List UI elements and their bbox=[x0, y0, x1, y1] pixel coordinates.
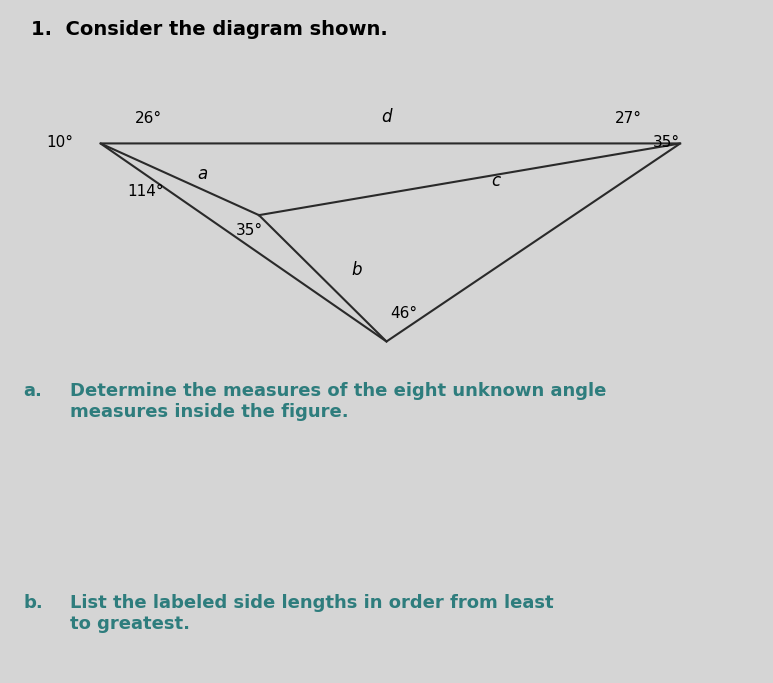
Text: 114°: 114° bbox=[128, 184, 164, 199]
Text: d: d bbox=[381, 109, 392, 126]
Text: a: a bbox=[197, 165, 207, 183]
Text: Determine the measures of the eight unknown angle
measures inside the figure.: Determine the measures of the eight unkn… bbox=[70, 382, 606, 421]
Text: 46°: 46° bbox=[390, 306, 417, 321]
Text: c: c bbox=[491, 172, 500, 190]
Text: 35°: 35° bbox=[653, 135, 680, 150]
Text: List the labeled side lengths in order from least
to greatest.: List the labeled side lengths in order f… bbox=[70, 594, 553, 633]
Text: 1.  Consider the diagram shown.: 1. Consider the diagram shown. bbox=[31, 20, 388, 40]
Text: 10°: 10° bbox=[46, 135, 73, 150]
Text: 35°: 35° bbox=[236, 223, 263, 238]
Text: 26°: 26° bbox=[135, 111, 162, 126]
Text: b: b bbox=[352, 261, 363, 279]
Text: 27°: 27° bbox=[615, 111, 642, 126]
Text: b.: b. bbox=[23, 594, 43, 612]
Text: a.: a. bbox=[23, 382, 42, 400]
